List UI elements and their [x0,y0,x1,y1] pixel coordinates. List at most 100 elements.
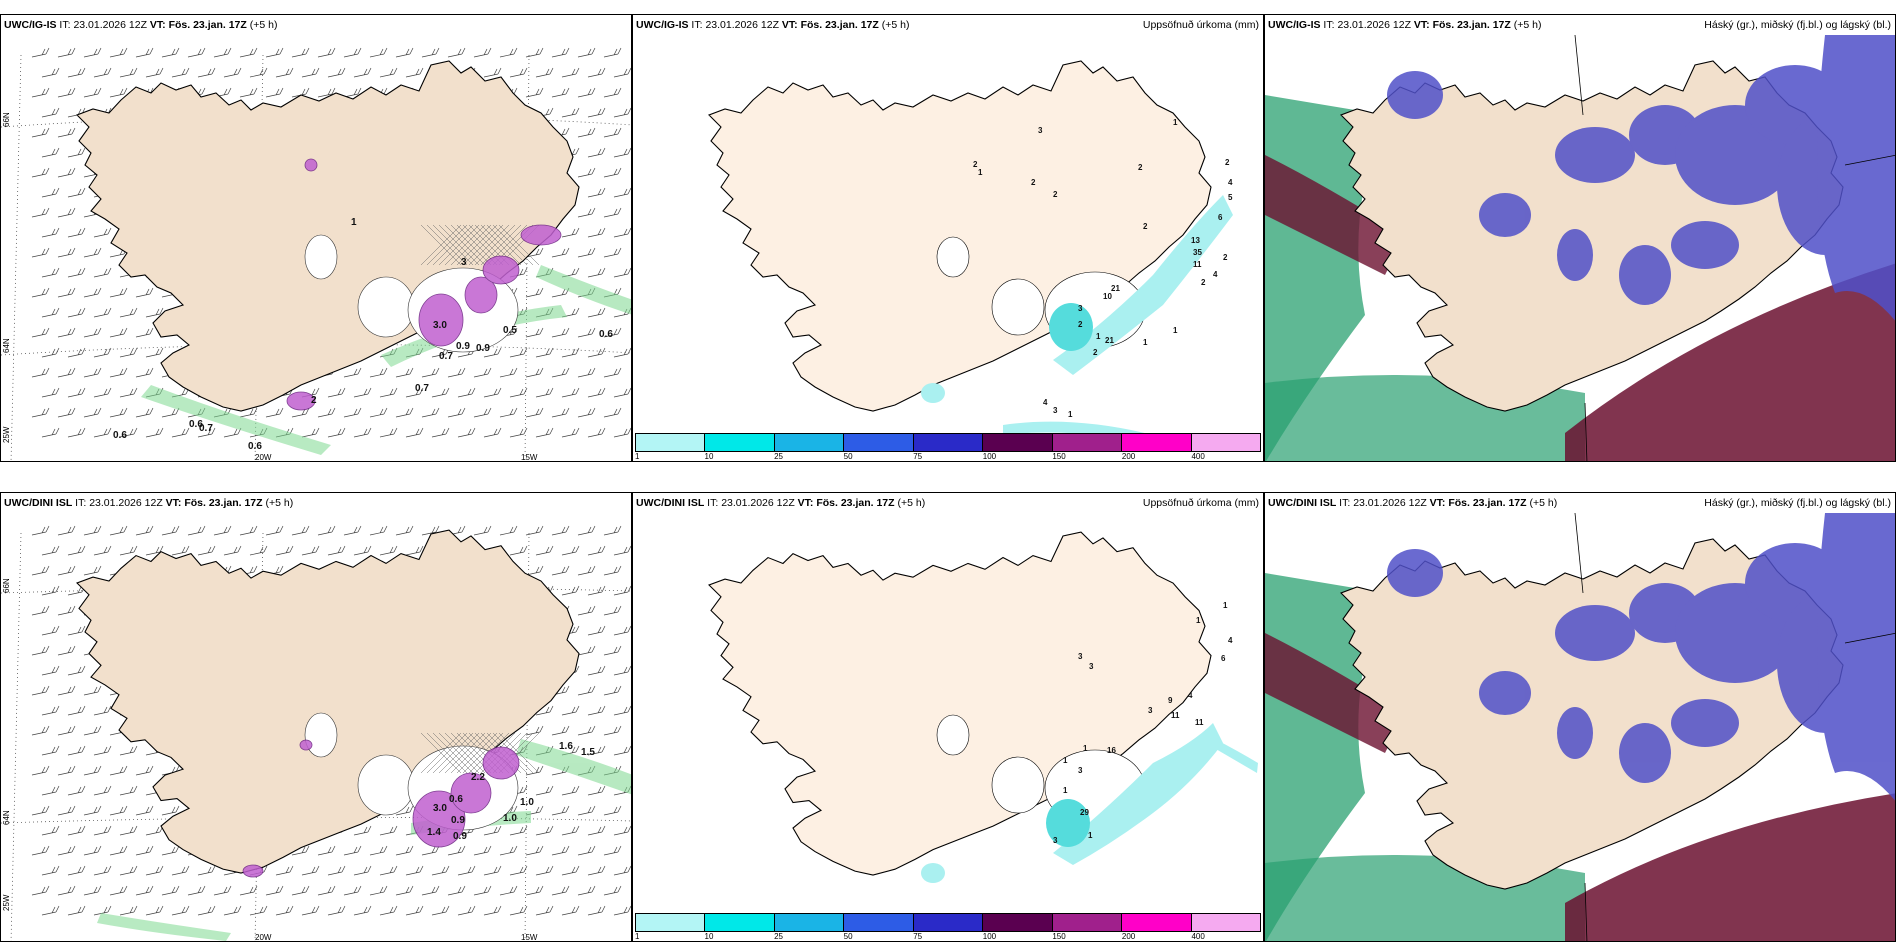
precip-value-label: 2 [1225,158,1230,167]
wind-barb [535,347,554,358]
wind-barb [109,327,128,338]
wind-barb [603,407,622,418]
wind-barb [587,147,606,158]
precip-value-label: 4 [1188,691,1193,700]
wind-barb [447,845,466,856]
wind-barb [67,625,86,636]
legend-label: 10 [704,932,714,941]
wind-barb [135,407,154,418]
wind-barb [561,905,580,916]
legend-label: 75 [913,452,923,461]
hatch-line [456,732,498,774]
wind-barb [405,67,424,78]
wind-barb [41,545,60,556]
precip-value-label: 3 [1078,766,1083,775]
wind-barb [395,845,414,856]
legend-label: 10 [704,452,714,461]
precip-value-label: 2 [973,160,978,169]
wind-barb [577,885,596,896]
wind-barb [249,905,268,916]
lon-label-15w: 15W [521,933,538,942]
hatch-line [450,224,492,266]
wind-barb [41,825,60,836]
lead-time: (+5 h) [1513,19,1542,31]
wind-barb [145,347,164,358]
wind-barb [447,407,466,418]
precip-cells-magenta [242,739,520,878]
precip-area-medium [1046,799,1090,847]
hatch-line [480,224,522,266]
wind-barb [213,525,232,536]
wind-value-label: 1.4 [427,827,441,838]
wind-barb [31,287,50,298]
wind-barb [161,525,180,536]
wind-barb [223,67,242,78]
wind-barb [31,565,50,576]
wind-barb [327,427,346,438]
wind-barb [119,387,138,398]
wind-barb [353,865,372,876]
precip-cells-magenta [286,158,562,411]
wind-barb [57,525,76,536]
wind-barb [119,67,138,78]
wind-barb [379,825,398,836]
wind-barb [535,387,554,398]
wind-barb [171,905,190,916]
wind-barb [587,785,606,796]
mid-cloud-areas [1387,513,1895,801]
wind-barb [93,427,112,438]
wind-barb [57,287,76,298]
precip-value-label: 13 [1191,236,1200,245]
wind-barb [509,67,528,78]
wind-barb [587,267,606,278]
wind-value-label: 0.6 [599,329,613,340]
wind-barb [171,427,190,438]
wind-value-label: 0.6 [248,441,262,452]
precip-cell [299,739,313,751]
wind-value-label: 0.7 [199,423,213,434]
wind-barb [161,845,180,856]
wind-barb [561,785,580,796]
wind-barb [145,545,164,556]
wind-barb [119,545,138,556]
wind-barb [603,725,622,736]
wind-barb [577,645,596,656]
high-cloud-area [1565,793,1895,941]
hatch-line [432,224,474,266]
precip-panel-bottom: UWC/DINI ISL IT: 23.01.2026 12Z VT: Fös.… [632,492,1264,942]
hatch-line [468,224,510,266]
it-value: 23.01.2026 12Z [73,19,147,31]
wind-barb [395,525,414,536]
wind-barb [31,367,50,378]
legend-swatch [705,434,775,451]
wind-barb [317,407,336,418]
wind-barb [353,387,372,398]
wind-barb [561,227,580,238]
hatch-line [426,224,468,266]
wind-barb [67,387,86,398]
precip-value-label: 11 [1193,260,1202,269]
wind-barb [343,845,362,856]
wind-barb [509,387,528,398]
wind-barb [67,865,86,876]
wind-barb [353,825,372,836]
wind-value-label: 1.0 [503,813,517,824]
precip-value-label: 10 [1103,292,1112,301]
wind-barb [109,525,128,536]
wind-barb [93,825,112,836]
wind-barb [109,367,128,378]
wind-barb [603,605,622,616]
wind-barb [93,307,112,318]
wind-barb [93,347,112,358]
precip-value-label: 3 [1078,652,1083,661]
wind-barb [369,845,388,856]
precip-value-label: 2 [1138,163,1143,172]
vt-value: Fös. 23.jan. 17Z [184,497,263,509]
boundary-line [1844,632,1895,644]
wind-barb [239,525,258,536]
wind-value-label: 2 [311,395,317,406]
wind-barb [135,525,154,536]
wind-barb [483,387,502,398]
wind-barb [67,227,86,238]
wind-barb [327,387,346,398]
